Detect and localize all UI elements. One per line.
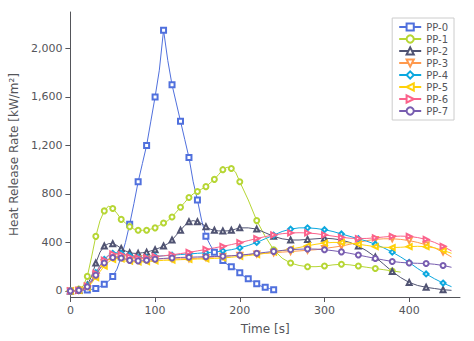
svg-text:PP-5: PP-5 xyxy=(426,82,448,93)
svg-text:PP-3: PP-3 xyxy=(426,58,448,69)
svg-text:300: 300 xyxy=(314,304,335,317)
svg-text:PP-6: PP-6 xyxy=(426,94,448,105)
svg-text:Heat Release Rate [kW/m²]: Heat Release Rate [kW/m²] xyxy=(7,73,21,236)
svg-text:2,000: 2,000 xyxy=(31,42,63,55)
svg-text:Time [s]: Time [s] xyxy=(240,322,290,336)
svg-text:PP-1: PP-1 xyxy=(426,34,448,45)
svg-text:400: 400 xyxy=(41,236,62,249)
svg-text:1,200: 1,200 xyxy=(31,139,63,152)
svg-text:0: 0 xyxy=(67,304,74,317)
svg-text:100: 100 xyxy=(145,304,166,317)
svg-text:800: 800 xyxy=(41,187,62,200)
svg-text:PP-2: PP-2 xyxy=(426,46,448,57)
svg-text:1,600: 1,600 xyxy=(31,90,63,103)
svg-text:PP-7: PP-7 xyxy=(426,106,448,117)
svg-text:PP-0: PP-0 xyxy=(426,22,448,33)
svg-text:PP-4: PP-4 xyxy=(426,70,448,81)
svg-text:400: 400 xyxy=(399,304,420,317)
svg-text:200: 200 xyxy=(229,304,250,317)
svg-text:0: 0 xyxy=(55,284,62,297)
